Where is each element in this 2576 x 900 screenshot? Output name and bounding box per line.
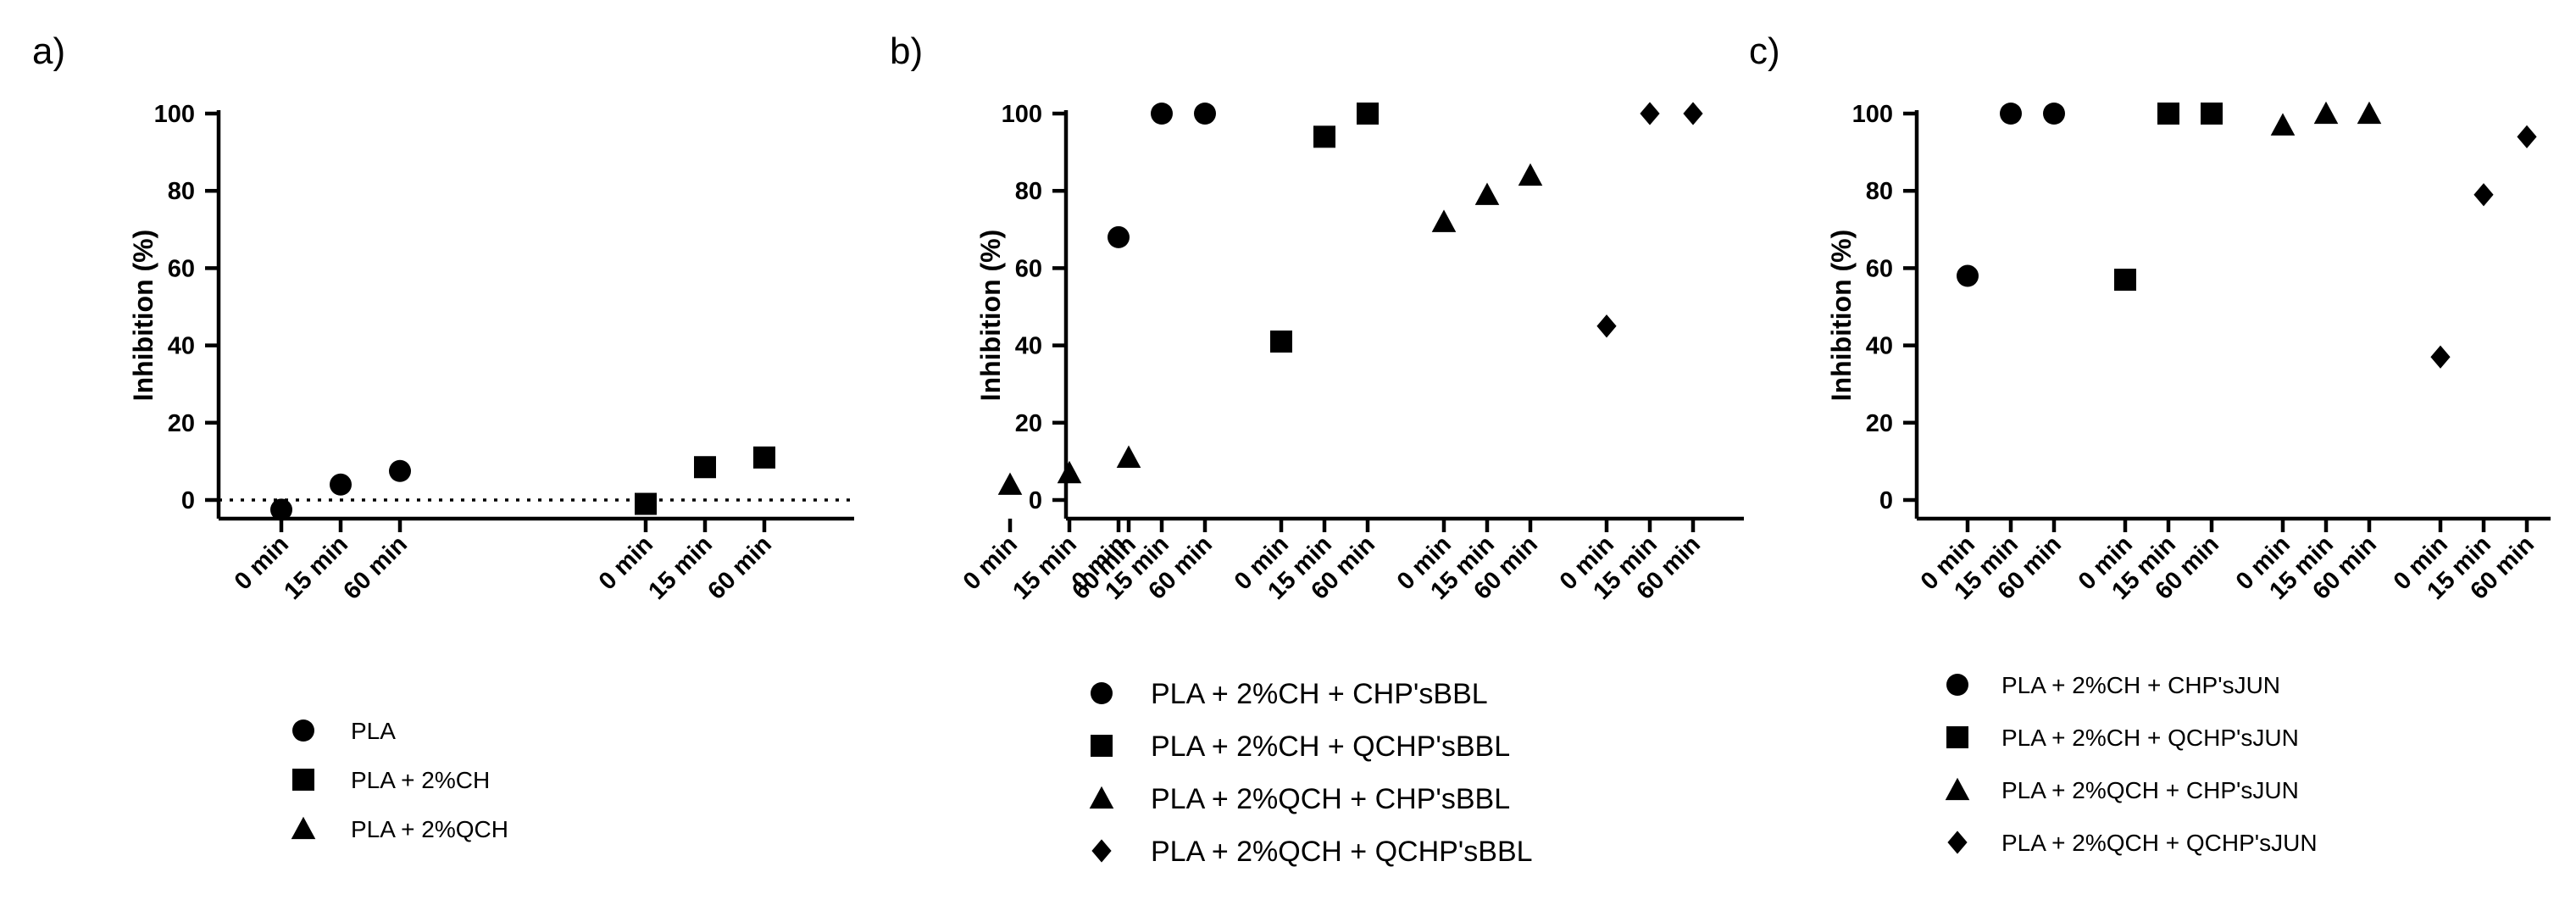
data-point-triangle bbox=[1116, 445, 1141, 468]
data-point-triangle bbox=[2313, 101, 2339, 125]
y-tick-label: 80 bbox=[1015, 178, 1042, 205]
y-tick-label: 20 bbox=[1866, 410, 1893, 437]
panel-label: b) bbox=[890, 31, 923, 72]
x-tick-label: 60 min bbox=[702, 531, 777, 605]
data-point-circle bbox=[1194, 103, 1216, 125]
data-point-triangle bbox=[1474, 182, 1500, 205]
y-tick-label: 80 bbox=[168, 178, 195, 205]
legend-label: PLA + 2%CH + QCHP'sJUN bbox=[2001, 725, 2299, 751]
data-point-square bbox=[2114, 269, 2136, 292]
y-tick-label: 0 bbox=[1879, 487, 1893, 514]
data-point-square bbox=[635, 492, 657, 515]
y-tick-label: 60 bbox=[1866, 255, 1893, 282]
data-point-triangle bbox=[2357, 101, 2382, 125]
data-point-square bbox=[694, 456, 716, 479]
legend-marker-circle bbox=[1091, 682, 1113, 704]
data-point-square bbox=[1270, 331, 1292, 353]
data-point-square bbox=[2157, 103, 2179, 125]
y-tick-label: 0 bbox=[1029, 487, 1042, 514]
data-point-circle bbox=[389, 459, 411, 482]
legend-marker-square bbox=[1946, 726, 1968, 748]
data-point-diamond bbox=[1596, 314, 1617, 338]
y-tick-label: 80 bbox=[1866, 178, 1893, 205]
y-tick-label: 20 bbox=[168, 410, 195, 437]
legend-marker-diamond bbox=[1947, 831, 1968, 854]
legend-label: PLA + 2%QCH + QCHP'sJUN bbox=[2001, 830, 2318, 856]
data-point-triangle bbox=[997, 472, 1023, 495]
legend-label: PLA + 2%QCH bbox=[351, 816, 508, 842]
y-axis-label: Inhibition (%) bbox=[1826, 230, 1857, 402]
data-point-triangle bbox=[1518, 163, 1543, 186]
legend-label: PLA + 2%CH + CHP'sJUN bbox=[2001, 672, 2280, 698]
panel-label: c) bbox=[1749, 31, 1780, 72]
legend-label: PLA + 2%QCH + CHP'sJUN bbox=[2001, 777, 2299, 803]
data-point-circle bbox=[330, 473, 352, 496]
data-point-triangle bbox=[1057, 460, 1082, 484]
data-point-diamond bbox=[1640, 102, 1660, 125]
y-tick-label: 60 bbox=[1015, 255, 1042, 282]
legend-label: PLA + 2%CH + CHP'sBBL bbox=[1151, 678, 1488, 710]
data-point-circle bbox=[1108, 225, 1130, 248]
legend-label: PLA + 2%QCH + CHP'sBBL bbox=[1151, 783, 1510, 815]
data-point-circle bbox=[2043, 103, 2065, 125]
legend-marker-diamond bbox=[1091, 839, 1112, 863]
data-point-square bbox=[753, 446, 775, 469]
data-point-square bbox=[2201, 103, 2223, 125]
panel-label: a) bbox=[32, 31, 65, 72]
x-tick-label: 15 min bbox=[279, 531, 353, 605]
data-point-diamond bbox=[2473, 183, 2494, 207]
data-point-diamond bbox=[1683, 102, 1703, 125]
data-point-circle bbox=[1151, 103, 1173, 125]
data-point-diamond bbox=[2517, 125, 2537, 149]
legend-marker-triangle bbox=[1945, 777, 1970, 801]
y-tick-label: 40 bbox=[1015, 333, 1042, 360]
data-point-circle bbox=[270, 498, 292, 521]
y-axis-label: Inhibition (%) bbox=[975, 230, 1006, 402]
y-tick-label: 40 bbox=[168, 333, 195, 360]
x-tick-label: 15 min bbox=[1008, 531, 1082, 605]
legend-label: PLA + 2%QCH + QCHP'sBBL bbox=[1151, 836, 1533, 868]
y-tick-label: 100 bbox=[154, 101, 195, 128]
legend-marker-circle bbox=[1946, 674, 1968, 696]
x-tick-label: 60 min bbox=[338, 531, 413, 605]
data-point-circle bbox=[1957, 264, 1979, 287]
x-tick-label: 15 min bbox=[643, 531, 718, 605]
legend-label: PLA + 2%CH bbox=[351, 767, 490, 793]
y-tick-label: 40 bbox=[1866, 333, 1893, 360]
y-axis-label: Inhibition (%) bbox=[128, 230, 158, 402]
legend-marker-triangle bbox=[1089, 786, 1114, 809]
y-tick-label: 100 bbox=[1852, 101, 1893, 128]
legend-label: PLA + 2%CH + QCHP'sBBL bbox=[1151, 731, 1510, 763]
y-tick-label: 0 bbox=[181, 487, 195, 514]
data-point-square bbox=[1313, 125, 1335, 148]
data-point-circle bbox=[2000, 103, 2022, 125]
y-tick-label: 20 bbox=[1015, 410, 1042, 437]
legend-marker-square bbox=[1091, 735, 1113, 757]
y-tick-label: 100 bbox=[1002, 101, 1042, 128]
data-point-square bbox=[1357, 103, 1379, 125]
legend-marker-circle bbox=[292, 719, 314, 742]
data-point-triangle bbox=[1431, 209, 1457, 232]
data-point-diamond bbox=[2430, 345, 2451, 369]
legend-marker-triangle bbox=[291, 816, 316, 840]
y-tick-label: 60 bbox=[168, 255, 195, 282]
data-point-triangle bbox=[2270, 113, 2296, 136]
legend-marker-square bbox=[292, 769, 314, 791]
legend-label: PLA bbox=[351, 718, 396, 744]
